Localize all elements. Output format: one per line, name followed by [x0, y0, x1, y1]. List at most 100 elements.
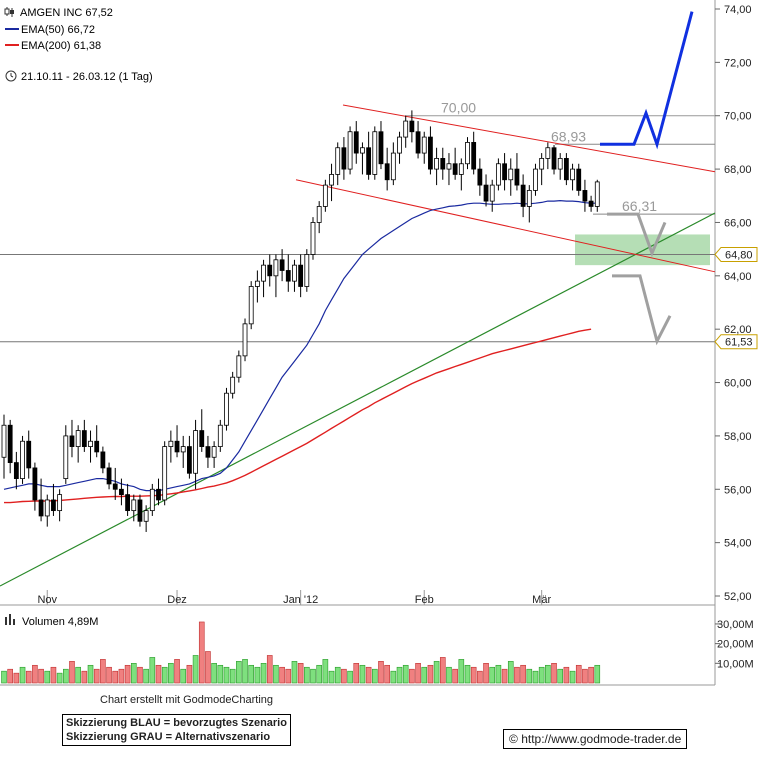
candle-up: [143, 510, 149, 522]
candle-up: [495, 163, 501, 186]
candle-up: [372, 131, 378, 175]
time-axis-ticks: Nov Dez Jan '12 Feb Mär: [37, 590, 551, 606]
volume-tick-label: 30,00M: [717, 619, 754, 631]
volume-bar: [87, 664, 94, 684]
candle-up: [224, 392, 229, 426]
volume-bar: [402, 664, 409, 684]
candle-up: [261, 264, 266, 282]
scenario-legend-box: Skizzierung BLAU = bevorzugtes Szenario …: [62, 714, 291, 746]
price-tag: [714, 246, 758, 262]
x-tick-label: Dez: [167, 594, 187, 606]
volume-bar: [279, 666, 285, 684]
volume-bar: [198, 621, 205, 684]
volume-bar: [582, 668, 588, 684]
candle-up: [211, 446, 217, 458]
candle-up: [131, 499, 137, 512]
volume-bar: [13, 672, 20, 684]
volume-bar: [563, 666, 570, 684]
candle-up: [360, 147, 365, 154]
candle-down: [576, 168, 582, 191]
candle-down: [582, 190, 588, 202]
candle-up: [75, 430, 81, 447]
volume-bar: [470, 666, 477, 684]
volume-bar: [588, 666, 594, 684]
volume-bar: [155, 664, 162, 684]
candle-up: [230, 376, 236, 394]
volume-bar: [81, 670, 88, 684]
volume-bar: [501, 668, 508, 684]
candle-down: [366, 147, 372, 175]
volume-bar: [168, 663, 174, 684]
level-6631-label: 66,31: [622, 198, 657, 214]
volume-bar: [285, 668, 292, 684]
volume-bar: [174, 659, 180, 684]
source-link[interactable]: © http://www.godmode-trader.de: [503, 729, 688, 749]
volume-bar: [248, 664, 254, 684]
scenario-sketches: [600, 11, 694, 346]
volume-bar: [211, 663, 217, 684]
candle-up: [44, 499, 50, 517]
candle-up: [403, 120, 409, 138]
candle-up: [217, 424, 223, 447]
legend: AMGEN INC 67,52 EMA(50) 66,72 EMA(200) 6…: [4, 7, 153, 83]
y-tick-label: 56,00: [724, 484, 752, 496]
volume-bar: [297, 663, 304, 684]
volume-bar: [137, 666, 143, 684]
volume-legend: Volumen 4,89M: [5, 614, 98, 628]
candle-down: [174, 440, 180, 453]
volume-bar: [310, 668, 316, 684]
volume-bar: [130, 663, 137, 684]
volume-bar: [409, 668, 415, 684]
volume-bar: [353, 663, 360, 684]
volume-bar: [19, 666, 26, 684]
candle-down: [186, 446, 192, 474]
chart-credit: Chart erstellt mit GodmodeCharting: [100, 694, 274, 706]
volume-bar: [186, 664, 193, 684]
y-tick-label: 52,00: [724, 591, 752, 603]
volume-bar: [69, 661, 75, 684]
volume-bar: [25, 670, 32, 684]
price-tag-label: 64,80: [725, 249, 753, 261]
candle-up: [254, 280, 260, 287]
candle-up: [316, 206, 322, 223]
candle-up: [236, 355, 242, 378]
candle-up: [180, 446, 186, 453]
ema50-line: [3, 199, 598, 492]
candle-down: [409, 120, 415, 133]
volume-bar: [507, 661, 514, 684]
volume-bar: [427, 664, 434, 684]
candle-down: [452, 163, 458, 175]
candle-down: [279, 259, 285, 271]
volume-bar: [464, 664, 471, 684]
y-tick-label: 62,00: [724, 324, 752, 336]
volume-bar: [514, 666, 520, 684]
volume-bar: [236, 661, 242, 684]
volume-bar: [161, 666, 168, 684]
candle-up: [545, 147, 551, 159]
volume-bar: [38, 668, 44, 684]
volume-bar: [415, 663, 421, 684]
y-tick-label: 74,00: [724, 4, 752, 16]
candle-down: [341, 147, 347, 170]
ema-lines: [3, 199, 598, 504]
candle-down: [477, 168, 483, 186]
candle-down: [199, 430, 205, 447]
source-url[interactable]: http://www.godmode-trader.de: [521, 732, 682, 746]
volume-bar: [378, 661, 384, 684]
volume-bar: [180, 668, 187, 684]
ema200-line: [4, 328, 592, 504]
candle-down: [51, 499, 56, 512]
volume-label: Volumen 4,89M: [22, 616, 98, 628]
candle-up: [304, 254, 310, 287]
volume-bar: [93, 668, 100, 684]
candle-down: [588, 200, 594, 207]
volume-bar: [229, 668, 236, 684]
volume-axis-ticks: 10,00M 20,00M 30,00M: [715, 619, 754, 670]
y-tick-label: 60,00: [724, 378, 752, 390]
y-tick-label: 72,00: [724, 57, 752, 69]
candle-up: [162, 446, 168, 501]
candle-down: [502, 163, 507, 181]
trendlines: [0, 104, 716, 587]
candle-down: [137, 499, 143, 522]
